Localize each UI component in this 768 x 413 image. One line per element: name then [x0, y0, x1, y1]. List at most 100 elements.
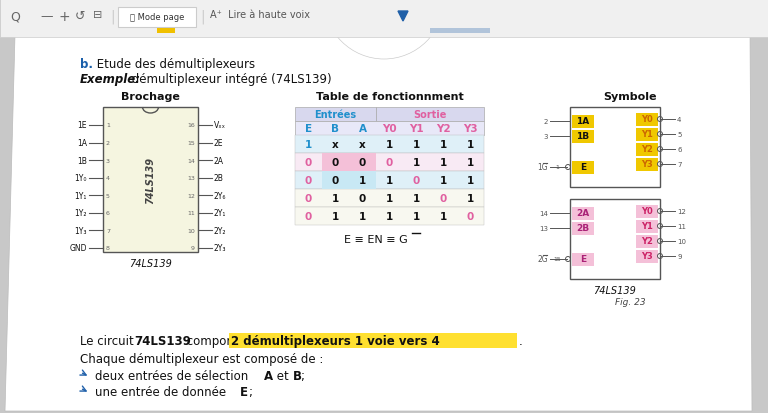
Text: ↺: ↺: [75, 10, 85, 23]
Text: |: |: [200, 10, 204, 24]
Text: Y2: Y2: [641, 237, 653, 246]
Text: x: x: [332, 140, 339, 150]
Text: A: A: [264, 369, 273, 382]
Text: 9: 9: [191, 246, 195, 251]
Text: Symbole: Symbole: [603, 92, 657, 102]
Text: 0: 0: [467, 211, 474, 221]
Text: 13: 13: [187, 176, 195, 181]
Text: 0: 0: [440, 194, 447, 204]
Text: 6: 6: [106, 211, 110, 216]
Text: 1G: 1G: [538, 163, 548, 172]
Text: 1: 1: [467, 140, 474, 150]
Text: 2B: 2B: [214, 174, 224, 183]
Text: Y3: Y3: [641, 252, 653, 261]
Text: 0: 0: [305, 194, 312, 204]
Text: 15: 15: [187, 141, 195, 146]
Text: 2Y₆: 2Y₆: [214, 191, 227, 200]
Bar: [157, 29, 175, 34]
Text: Y1: Y1: [409, 124, 424, 134]
Polygon shape: [5, 28, 752, 411]
Text: E: E: [305, 124, 312, 134]
Bar: [118, 8, 196, 28]
Text: Vₓₓ: Vₓₓ: [214, 121, 226, 130]
Text: Y3: Y3: [463, 124, 478, 134]
Text: 1Y₂: 1Y₂: [74, 209, 87, 218]
Text: 0: 0: [359, 194, 366, 204]
Bar: [0, 0, 768, 38]
Text: 1B: 1B: [77, 156, 87, 165]
Text: 2A: 2A: [576, 209, 590, 218]
Text: Y0: Y0: [382, 124, 397, 134]
Text: 1: 1: [555, 165, 559, 170]
Bar: [295, 108, 376, 122]
Text: 1: 1: [440, 140, 447, 150]
Text: Q: Q: [10, 10, 20, 23]
Text: E ≡ EN ≡ G: E ≡ EN ≡ G: [344, 235, 408, 244]
Bar: [295, 122, 484, 136]
Bar: [570, 199, 660, 279]
Text: 0: 0: [386, 158, 393, 168]
Bar: [636, 129, 658, 142]
Text: 1: 1: [386, 176, 393, 185]
Text: 74LS139: 74LS139: [134, 334, 191, 347]
Text: 14: 14: [539, 211, 548, 216]
Text: 1A: 1A: [77, 139, 87, 148]
Text: 1: 1: [106, 123, 110, 128]
Text: 2Y₃: 2Y₃: [214, 244, 227, 253]
Bar: [636, 235, 658, 248]
Bar: [103, 108, 198, 252]
Text: 13: 13: [539, 225, 548, 231]
Text: 1: 1: [440, 211, 447, 221]
Text: ;: ;: [248, 385, 252, 398]
Text: 5: 5: [677, 132, 681, 138]
Bar: [570, 108, 660, 188]
Bar: [322, 171, 349, 190]
Text: 11: 11: [187, 211, 195, 216]
Text: 0: 0: [413, 176, 420, 185]
Text: 14: 14: [187, 158, 195, 163]
Bar: [572, 116, 594, 129]
Text: —: —: [40, 10, 52, 23]
Text: 1: 1: [332, 194, 339, 204]
Bar: [349, 171, 376, 190]
Text: et: et: [273, 369, 293, 382]
Text: x: x: [359, 140, 366, 150]
Text: Y1: Y1: [641, 222, 653, 231]
Text: 74LS139: 74LS139: [594, 285, 637, 295]
Text: 2Y₁: 2Y₁: [214, 209, 227, 218]
Text: Exemple:: Exemple:: [80, 73, 141, 86]
Bar: [572, 131, 594, 144]
Bar: [430, 29, 490, 34]
Text: 8: 8: [106, 246, 110, 251]
Text: Entrées: Entrées: [314, 110, 356, 120]
Text: 3: 3: [544, 134, 548, 140]
Text: 1Y₃: 1Y₃: [74, 226, 87, 235]
Text: Y0: Y0: [641, 115, 653, 124]
Text: E: E: [580, 255, 586, 264]
Text: 2: 2: [544, 119, 548, 125]
Text: 1: 1: [467, 158, 474, 168]
Text: 1: 1: [413, 158, 420, 168]
Text: 9: 9: [677, 254, 681, 259]
Bar: [322, 154, 349, 171]
Bar: [229, 333, 517, 348]
Text: 1B: 1B: [577, 132, 590, 141]
Text: 1: 1: [386, 194, 393, 204]
Text: 1: 1: [386, 140, 393, 150]
Text: Chaque démultiplexeur est composé de :: Chaque démultiplexeur est composé de :: [80, 352, 323, 365]
Text: Y2: Y2: [436, 124, 451, 134]
Bar: [295, 136, 484, 154]
Text: 10: 10: [187, 228, 195, 233]
Polygon shape: [398, 12, 408, 22]
Bar: [572, 254, 594, 266]
Text: ⊟: ⊟: [93, 10, 102, 20]
Text: Le circuit: Le circuit: [80, 334, 137, 347]
Text: A⁺  Lire à haute voix: A⁺ Lire à haute voix: [210, 10, 310, 20]
Text: 1Y₀: 1Y₀: [74, 174, 87, 183]
Text: 2B: 2B: [577, 224, 590, 233]
Text: ;: ;: [300, 369, 304, 382]
Text: 5: 5: [106, 193, 110, 198]
Text: 3: 3: [106, 158, 110, 163]
Text: 1E: 1E: [78, 121, 87, 130]
Text: 7: 7: [106, 228, 110, 233]
